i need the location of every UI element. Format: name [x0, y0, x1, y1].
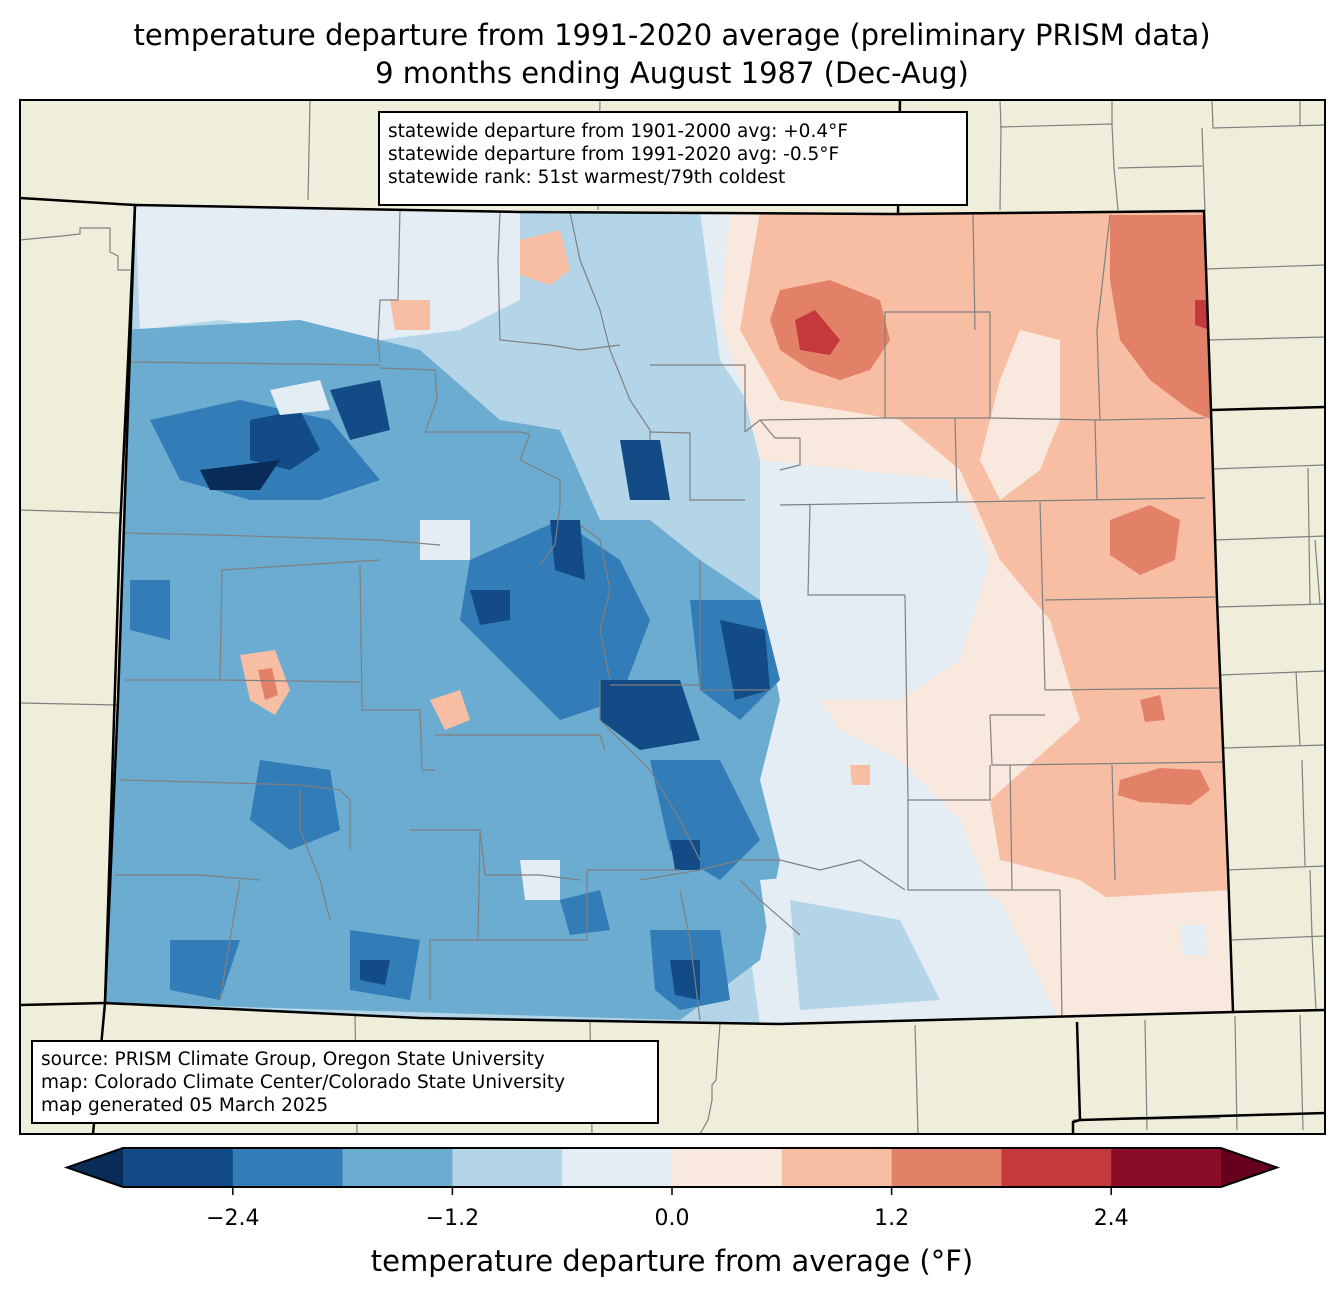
stats-departure-1901-2000: statewide departure from 1901-2000 avg: … — [388, 121, 848, 142]
colorbar-extend-under — [67, 1148, 123, 1187]
colorbar-extend-over — [1221, 1148, 1277, 1187]
colorbar-outline — [63, 1147, 1281, 1188]
stats-rank: statewide rank: 51st warmest/79th coldes… — [388, 167, 786, 188]
map-credit: map: Colorado Climate Center/Colorado St… — [41, 1072, 566, 1093]
colorbar-bin — [1001, 1148, 1112, 1187]
colorbar-bin — [781, 1148, 893, 1187]
colorbar-bin — [891, 1148, 1002, 1187]
map-frame — [19, 99, 1326, 1135]
colorbar-bin — [672, 1148, 783, 1187]
map-subtitle: 9 months ending August 1987 (Dec-Aug) — [375, 56, 969, 90]
colorbar-tick-label: −2.4 — [206, 1206, 260, 1231]
colorbar-bin — [123, 1148, 234, 1187]
colorbar — [63, 1147, 1281, 1195]
statewide-stats-box: statewide departure from 1901-2000 avg: … — [378, 111, 968, 206]
colorbar-bin — [232, 1148, 344, 1187]
source-box: source: PRISM Climate Group, Oregon Stat… — [31, 1040, 659, 1124]
source-credit: source: PRISM Climate Group, Oregon Stat… — [41, 1049, 545, 1070]
colorbar-bin — [342, 1148, 453, 1187]
colorbar-bin — [562, 1148, 673, 1187]
stats-departure-1991-2020: statewide departure from 1991-2020 avg: … — [388, 144, 840, 165]
colorbar-tick-label: −1.2 — [425, 1206, 480, 1231]
colorbar-tick-label: 2.4 — [1093, 1206, 1129, 1231]
map-title: temperature departure from 1991-2020 ave… — [133, 18, 1211, 52]
colorbar-bin — [1111, 1148, 1222, 1187]
county-lines — [115, 207, 1226, 1021]
map-generated-date: map generated 05 March 2025 — [41, 1095, 329, 1116]
colorbar-tick-label: 0.0 — [654, 1206, 690, 1231]
temperature-field — [105, 205, 1233, 1024]
colorbar-tick-label: 1.2 — [874, 1206, 910, 1231]
colorbar-label: temperature departure from average (°F) — [370, 1244, 974, 1278]
colorbar-bin — [452, 1148, 563, 1187]
